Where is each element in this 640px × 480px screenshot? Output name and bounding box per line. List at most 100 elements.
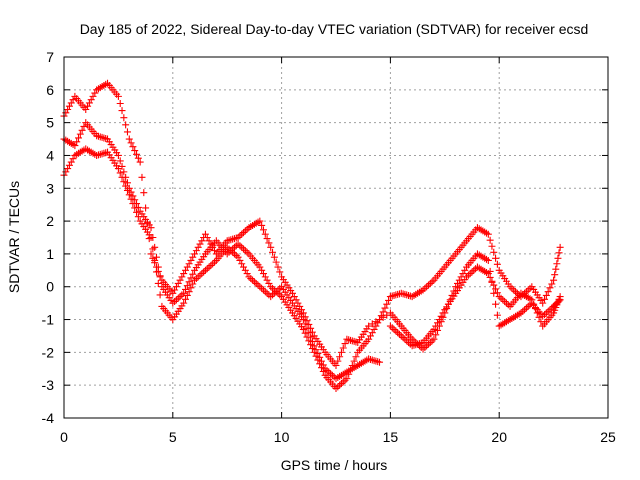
data-point — [307, 324, 315, 332]
data-point — [535, 313, 543, 321]
data-point — [269, 291, 277, 299]
data-point — [200, 268, 208, 276]
data-point — [267, 293, 275, 301]
data-point — [234, 234, 242, 241]
data-point — [189, 253, 197, 261]
data-points — [60, 79, 564, 392]
x-axis-label: GPS time / hours — [281, 457, 388, 473]
data-point — [258, 221, 266, 229]
data-point — [238, 230, 246, 238]
data-point — [183, 282, 191, 290]
data-point — [368, 329, 376, 337]
data-point — [116, 157, 124, 165]
data-point — [120, 168, 128, 176]
y-tick-label: 3 — [46, 180, 54, 196]
data-point — [274, 263, 282, 271]
data-point — [426, 279, 434, 287]
data-point — [154, 279, 162, 287]
data-point — [65, 161, 73, 169]
data-point — [263, 289, 271, 297]
data-point — [259, 270, 267, 278]
data-point — [305, 320, 313, 328]
data-point — [185, 288, 193, 296]
data-point — [252, 279, 260, 287]
data-point — [556, 243, 564, 251]
data-point — [241, 266, 249, 274]
data-point — [336, 381, 344, 389]
data-point — [127, 139, 135, 147]
data-point — [493, 260, 501, 268]
plot-frame — [63, 56, 609, 419]
data-point — [370, 325, 378, 333]
data-point — [386, 322, 394, 330]
data-point — [419, 345, 427, 353]
data-point — [89, 92, 97, 100]
data-point — [319, 368, 327, 376]
data-point — [305, 337, 313, 345]
data-point — [180, 289, 188, 297]
data-point — [492, 285, 500, 293]
data-point — [125, 135, 133, 143]
data-point — [495, 293, 503, 301]
data-point — [368, 320, 376, 328]
data-point — [274, 289, 282, 297]
y-tick-label: -4 — [42, 410, 55, 426]
data-point — [548, 280, 556, 288]
data-point — [194, 243, 202, 251]
data-point — [544, 288, 552, 296]
data-point — [172, 296, 180, 304]
y-axis-label: SDTVAR / TECUs — [6, 181, 22, 293]
data-point — [123, 128, 131, 136]
data-point — [521, 306, 529, 314]
data-point — [265, 239, 273, 247]
data-point — [234, 253, 242, 261]
data-point — [493, 289, 501, 297]
data-point — [270, 253, 278, 261]
data-point — [187, 284, 195, 292]
y-tick-label: 0 — [46, 279, 54, 295]
data-point — [345, 370, 353, 378]
data-point — [461, 266, 469, 274]
data-point — [122, 173, 130, 181]
x-tick-label: 10 — [274, 429, 290, 445]
data-point — [87, 96, 95, 104]
data-point — [263, 276, 271, 284]
data-point — [383, 300, 391, 308]
data-point — [196, 240, 204, 248]
data-point — [62, 168, 70, 176]
data-point — [541, 295, 549, 303]
data-point — [528, 296, 536, 304]
data-point — [484, 256, 492, 264]
data-point — [149, 245, 157, 253]
data-point — [334, 357, 342, 365]
data-point — [544, 307, 552, 315]
data-point — [497, 294, 505, 302]
data-point — [290, 293, 298, 301]
data-point — [181, 295, 189, 303]
data-point — [134, 203, 142, 211]
data-point — [65, 102, 73, 110]
y-tick-label: 7 — [46, 49, 54, 65]
data-point — [261, 273, 269, 281]
data-point — [312, 352, 320, 360]
data-point — [379, 313, 387, 321]
data-point — [149, 234, 157, 241]
x-tick-label: 0 — [60, 429, 68, 445]
y-tick-label: 5 — [46, 115, 54, 131]
data-point — [120, 178, 128, 186]
data-point — [366, 332, 374, 340]
data-point — [62, 109, 70, 117]
data-point — [374, 319, 382, 327]
data-point — [337, 348, 345, 356]
data-point — [492, 300, 500, 308]
data-point — [533, 309, 541, 317]
data-point — [390, 325, 398, 333]
data-point — [403, 337, 411, 345]
data-point — [551, 271, 559, 279]
data-point — [488, 242, 496, 250]
data-point — [131, 147, 139, 155]
data-point — [142, 204, 150, 212]
data-point — [339, 344, 347, 352]
data-point — [348, 361, 356, 369]
data-point — [152, 263, 160, 271]
